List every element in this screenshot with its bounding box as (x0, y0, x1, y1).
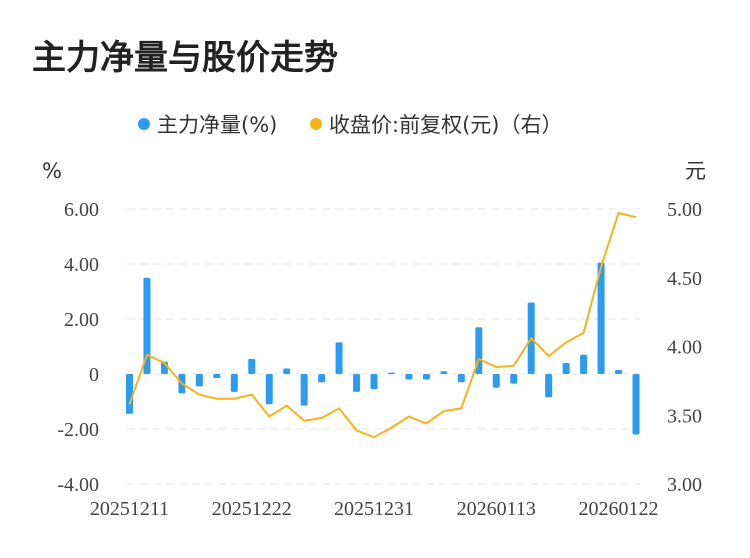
line-series (128, 211, 637, 439)
bar (318, 374, 326, 383)
x-tick-label: 20251231 (334, 498, 414, 520)
bar (422, 374, 430, 380)
right-tick-label: 4.00 (667, 337, 702, 359)
bar (405, 374, 413, 380)
right-axis-unit: 元 (685, 159, 706, 183)
bar (387, 372, 395, 374)
bar (580, 354, 588, 374)
left-tick-label: 0 (89, 364, 99, 386)
left-tick-label: 4.00 (64, 254, 99, 276)
right-tick-label: 3.50 (667, 405, 702, 427)
x-tick-label: 20251222 (212, 498, 292, 520)
bar (440, 371, 448, 374)
x-tick-label: 20251211 (90, 498, 169, 520)
bar (213, 374, 221, 379)
right-tick-label: 4.50 (667, 268, 702, 290)
bar (300, 374, 308, 406)
left-tick-label: 6.00 (64, 199, 99, 221)
bar (545, 374, 553, 398)
bar (248, 358, 256, 374)
bar (230, 374, 238, 392)
bar (353, 374, 361, 392)
bar (597, 262, 605, 374)
bar (283, 368, 291, 374)
bar (562, 363, 570, 374)
right-tick-label: 3.00 (667, 474, 702, 496)
left-tick-label: -2.00 (57, 419, 99, 441)
left-tick-label: 2.00 (64, 309, 99, 331)
chart-title: 主力净量与股价走势 (32, 38, 338, 78)
legend-line-label: 收盘价:前复权(元)（右） (329, 113, 562, 137)
left-tick-label: -4.00 (57, 474, 99, 496)
legend: 主力净量(%) 收盘价:前复权(元)（右） (138, 113, 562, 137)
price-line (128, 211, 637, 439)
legend-bar-marker (138, 118, 150, 130)
bar (615, 369, 623, 374)
bar (492, 374, 500, 388)
x-tick-label: 20260113 (457, 498, 536, 520)
right-tick-label: 5.00 (667, 199, 702, 221)
bar-series (126, 262, 640, 435)
bar (265, 374, 273, 405)
x-axis-ticks: 20251211 20251222 20251231 20260113 20260122 (90, 498, 659, 520)
bar (143, 277, 151, 374)
right-axis-ticks: 3.00 3.50 4.00 4.50 5.00 (667, 199, 702, 496)
grid-lines (127, 208, 640, 485)
bar (195, 374, 203, 387)
bar (335, 342, 343, 374)
left-axis-unit: % (42, 159, 62, 183)
left-axis-ticks: -4.00 -2.00 0 2.00 4.00 6.00 (57, 199, 99, 496)
bar (126, 374, 133, 414)
bar (510, 374, 518, 384)
bar (457, 374, 465, 383)
legend-bar-label: 主力净量(%) (157, 113, 277, 137)
bar (632, 374, 640, 435)
bar (370, 374, 378, 390)
x-tick-label: 20260122 (579, 498, 659, 520)
legend-line-marker (310, 118, 322, 130)
